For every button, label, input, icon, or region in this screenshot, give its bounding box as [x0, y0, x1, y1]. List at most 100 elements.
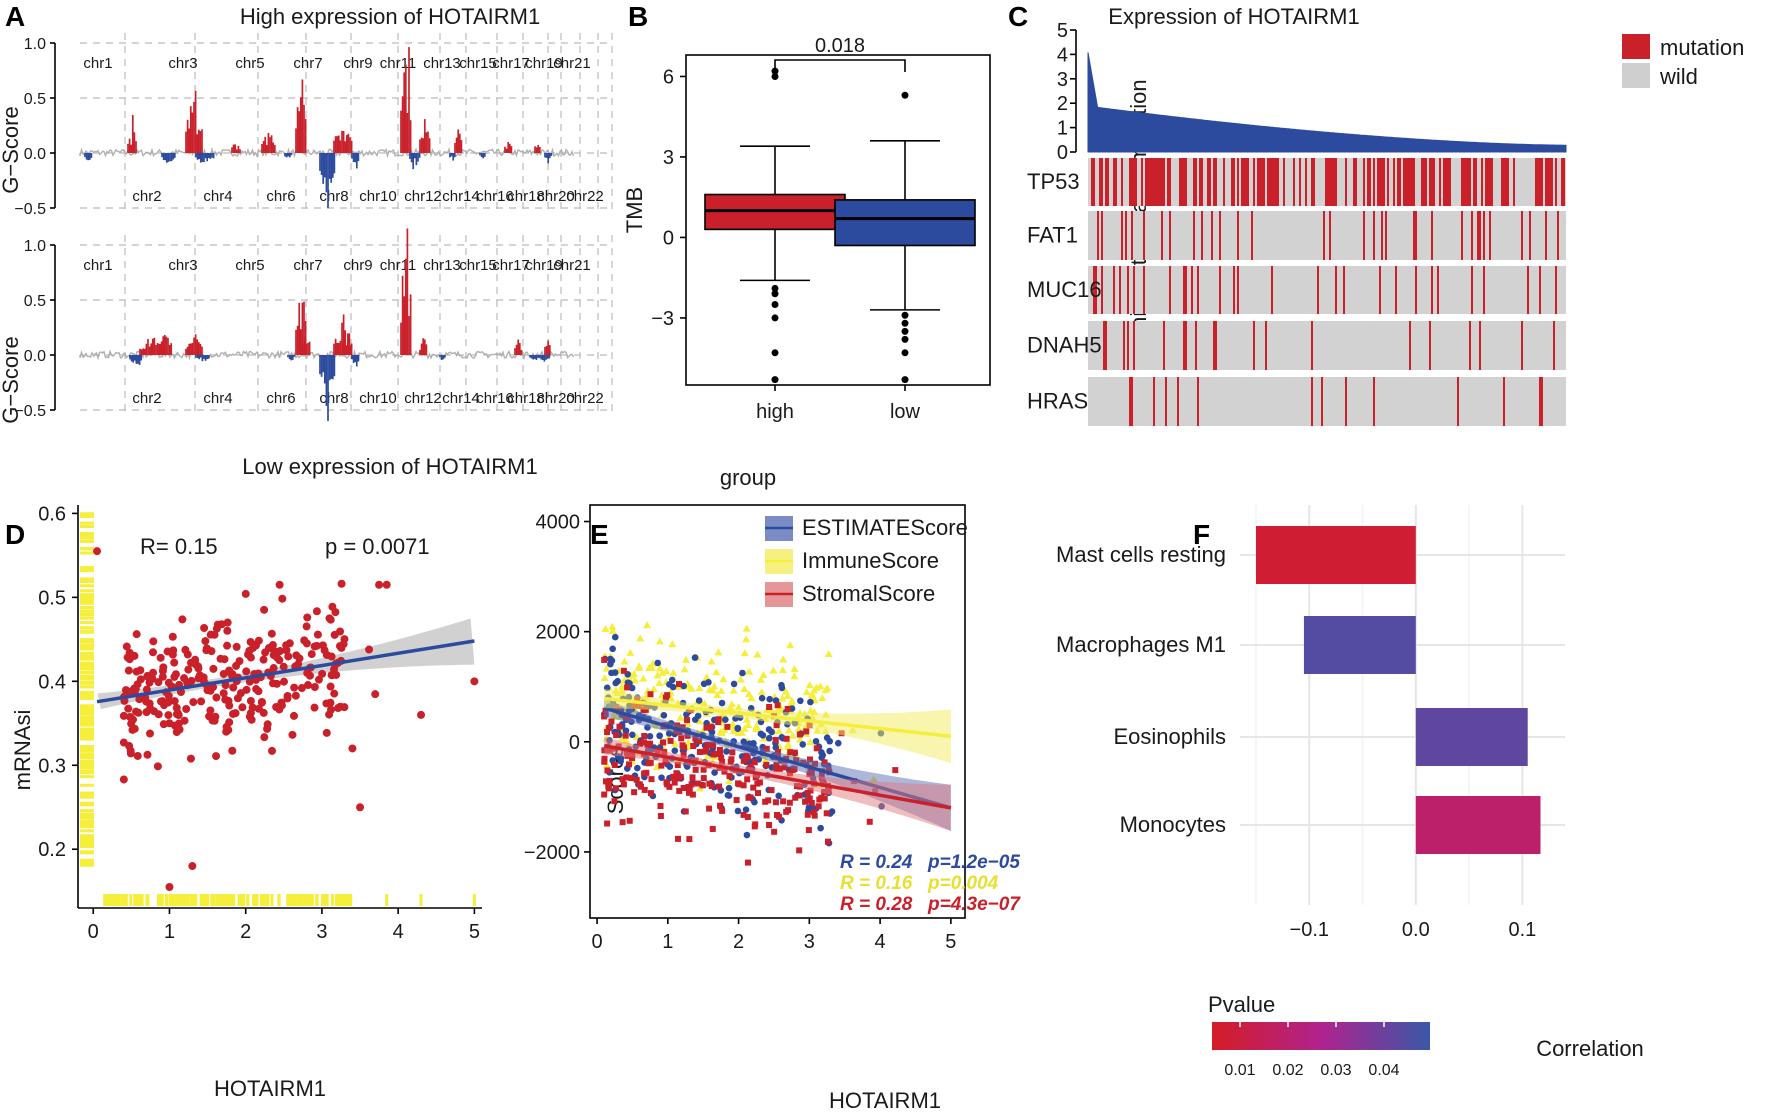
- d-data-point: [325, 710, 334, 719]
- e-point-immune: [742, 635, 751, 643]
- d-rug-y: [80, 663, 94, 667]
- c-mutation-mark: [1201, 211, 1203, 260]
- e-point-stromal: [603, 778, 610, 785]
- e-point-stromal: [657, 812, 664, 819]
- d-rug-y: [80, 709, 94, 713]
- a-chr-label-even: chr12: [404, 390, 442, 407]
- d-data-point: [170, 672, 179, 681]
- d-data-point: [257, 697, 266, 706]
- e-point-stromal: [624, 684, 631, 691]
- e-point-stromal: [608, 718, 615, 725]
- c-mutation-mark: [1547, 158, 1549, 206]
- d-rug-x: [124, 894, 128, 906]
- d-rug-x: [262, 894, 266, 906]
- panel-a-title-bottom: Low expression of HOTAIRM1: [242, 454, 537, 479]
- e-point-estimate: [734, 725, 742, 732]
- c-expression-bars: [1087, 52, 1567, 153]
- d-rug-y: [80, 753, 94, 757]
- e-point-immune: [717, 686, 726, 694]
- d-rug-y: [80, 720, 94, 724]
- d-rug-y: [80, 715, 94, 719]
- e-point-stromal: [771, 828, 778, 835]
- e-point-stromal: [719, 758, 726, 765]
- c-mutation-mark: [1381, 211, 1383, 260]
- d-data-point: [229, 683, 238, 692]
- b-outlier-point: [901, 349, 909, 357]
- e-stat-p: p=0.004: [927, 873, 999, 894]
- e-point-immune: [626, 648, 635, 656]
- e-point-stromal: [821, 795, 828, 802]
- d-rug-x: [133, 894, 137, 906]
- e-point-immune: [783, 691, 792, 699]
- panel-d-plot: 0.6 0.5 0.4 0.3 0.2 0 1 2 3 4 5: [38, 503, 482, 943]
- c-mutation-mark: [1539, 266, 1541, 314]
- d-data-point: [238, 703, 247, 712]
- d-rug-x: [164, 894, 168, 906]
- a-chr-label-even: chr22: [566, 188, 604, 205]
- d-rug-y: [80, 606, 94, 610]
- d-data-point: [318, 669, 327, 678]
- c-mutation-mark: [1183, 266, 1185, 314]
- d-rug-y: [80, 643, 94, 647]
- c-mutation-mark: [1193, 158, 1195, 206]
- d-data-point: [228, 746, 237, 755]
- e-point-estimate: [799, 741, 807, 748]
- c-mutation-mark: [1267, 158, 1269, 206]
- d-rug-y: [80, 580, 94, 584]
- d-rug-y: [80, 838, 94, 842]
- d-rug-y: [80, 795, 94, 799]
- f-bar-monocytes: [1415, 796, 1541, 854]
- a-chr-label-odd: chr13: [423, 55, 461, 72]
- d-rug-x: [185, 894, 189, 906]
- e-point-stromal: [745, 794, 752, 801]
- d-data-point: [184, 665, 193, 674]
- d-rug-y: [80, 598, 94, 602]
- c-mutation-mark: [1271, 266, 1273, 314]
- panel-c-title: Expression of HOTAIRM1: [1108, 4, 1359, 29]
- d-data-point: [375, 580, 384, 589]
- c-mutation-mark: [1219, 211, 1221, 260]
- panel-c: C Expression of HOTAIRM1 Significantly r…: [1008, 1, 1744, 426]
- b-ytick-label: 3: [663, 147, 674, 169]
- d-data-point: [143, 750, 152, 759]
- d-rug-x: [290, 894, 294, 906]
- c-mutation-mark: [1131, 158, 1133, 206]
- e-point-stromal: [604, 820, 611, 827]
- panel-c-plot: 54 32 10 TP53 FAT1 MUC16 DNAH5 HRAS: [1027, 20, 1567, 426]
- e-point-stromal: [605, 785, 612, 792]
- c-mutation-mark: [1521, 321, 1523, 370]
- d-data-point: [322, 728, 331, 737]
- e-point-immune: [680, 665, 689, 673]
- c-mutation-mark: [1343, 266, 1345, 314]
- e-point-immune: [747, 694, 756, 702]
- panel-b-xlabel: group: [720, 465, 776, 490]
- e-point-immune: [796, 735, 805, 743]
- e-ytick-label: 0: [569, 732, 580, 754]
- d-rug-x: [105, 894, 109, 906]
- d-rug-x: [210, 894, 214, 906]
- c-mutation-mark: [1253, 321, 1255, 370]
- e-point-stromal: [641, 770, 648, 777]
- e-point-estimate: [705, 679, 712, 686]
- c-mutation-mark: [1469, 158, 1471, 206]
- d-rug-x: [215, 894, 219, 906]
- d-data-point: [268, 746, 277, 755]
- c-mutation-mark: [1479, 211, 1481, 260]
- c-mutation-mark: [1395, 266, 1397, 314]
- e-point-immune: [778, 666, 787, 674]
- b-outlier-point: [901, 91, 909, 99]
- d-data-point: [130, 651, 139, 660]
- d-rug-x: [170, 894, 174, 906]
- b-outlier-point: [771, 284, 779, 292]
- a-chr-label-odd: chr1: [83, 55, 112, 72]
- e-point-stromal: [706, 780, 713, 787]
- e-point-immune: [775, 705, 784, 713]
- c-mutation-mark: [1503, 377, 1505, 426]
- c-mutation-mark: [1129, 158, 1131, 206]
- d-rug-x: [293, 894, 297, 906]
- c-mutation-mark: [1537, 158, 1539, 206]
- f-category-label: Macrophages M1: [1056, 632, 1226, 657]
- d-rug-x: [114, 894, 118, 906]
- c-mutation-mark: [1383, 158, 1385, 206]
- d-data-point: [149, 637, 158, 646]
